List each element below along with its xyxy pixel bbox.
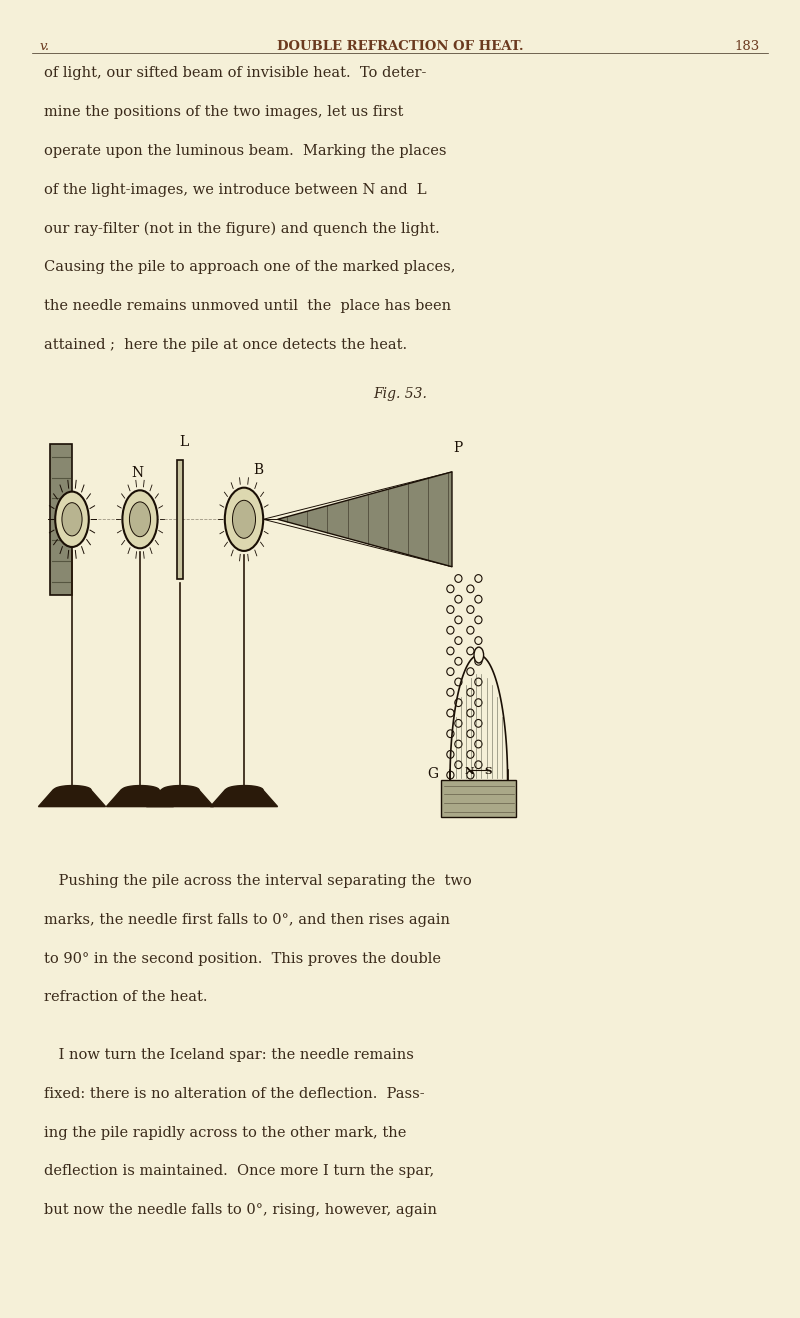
Text: N: N [131,465,144,480]
Circle shape [62,502,82,536]
Text: L: L [179,435,189,449]
Text: ing the pile rapidly across to the other mark, the: ing the pile rapidly across to the other… [44,1126,406,1140]
Circle shape [130,502,150,536]
Text: DOUBLE REFRACTION OF HEAT.: DOUBLE REFRACTION OF HEAT. [277,40,523,53]
Text: to 90° in the second position.  This proves the double: to 90° in the second position. This prov… [44,952,441,966]
Text: v.: v. [40,40,50,53]
Text: I now turn the Iceland spar: the needle remains: I now turn the Iceland spar: the needle … [44,1048,414,1062]
Text: deflection is maintained.  Once more I turn the spar,: deflection is maintained. Once more I tu… [44,1165,434,1178]
Text: our ray-filter (not in the figure) and quench the light.: our ray-filter (not in the figure) and q… [44,221,440,236]
Text: B: B [254,463,263,477]
Text: S: S [485,767,492,776]
Text: P: P [454,440,463,455]
Polygon shape [210,789,278,807]
Text: N: N [465,767,474,776]
Text: fixed: there is no alteration of the deflection.  Pass-: fixed: there is no alteration of the def… [44,1086,425,1101]
Text: G: G [427,767,438,780]
Polygon shape [278,472,452,567]
FancyBboxPatch shape [50,443,72,596]
Circle shape [55,492,89,547]
Polygon shape [106,789,174,807]
Text: of the light-images, we introduce between N and  L: of the light-images, we introduce betwee… [44,183,426,196]
Text: Fig. 53.: Fig. 53. [373,387,427,402]
Circle shape [122,490,158,548]
Text: 183: 183 [734,40,760,53]
Circle shape [233,501,255,538]
Text: but now the needle falls to 0°, rising, however, again: but now the needle falls to 0°, rising, … [44,1203,437,1218]
Bar [442,780,517,817]
Circle shape [474,647,483,663]
Text: attained ;  here the pile at once detects the heat.: attained ; here the pile at once detects… [44,339,407,352]
Text: refraction of the heat.: refraction of the heat. [44,991,207,1004]
Text: of light, our sifted beam of invisible heat.  To deter-: of light, our sifted beam of invisible h… [44,66,426,80]
Text: Causing the pile to approach one of the marked places,: Causing the pile to approach one of the … [44,261,455,274]
Text: Pushing the pile across the interval separating the  two: Pushing the pile across the interval sep… [44,874,472,888]
Polygon shape [38,789,106,807]
Bar [178,460,182,579]
Text: marks, the needle first falls to 0°, and then rises again: marks, the needle first falls to 0°, and… [44,912,450,927]
Text: the needle remains unmoved until  the  place has been: the needle remains unmoved until the pla… [44,299,451,314]
Text: mine the positions of the two images, let us first: mine the positions of the two images, le… [44,104,403,119]
Polygon shape [146,789,214,807]
Circle shape [225,488,263,551]
Text: operate upon the luminous beam.  Marking the places: operate upon the luminous beam. Marking … [44,144,446,158]
